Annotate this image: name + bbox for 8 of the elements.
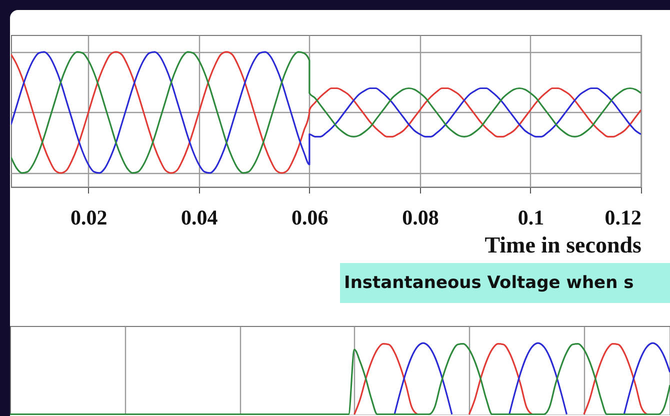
text: Instantaneous Voltage when s bbox=[340, 263, 670, 303]
x-axis-title: Time in seconds bbox=[484, 232, 642, 258]
x-tick-label: 0.02 bbox=[70, 206, 108, 230]
x-tick-label: 0.06 bbox=[292, 206, 328, 230]
x-tick-label: 0.08 bbox=[402, 206, 439, 230]
x-tick-label: 0.12 bbox=[604, 206, 642, 230]
x-tick-label: 0.1 bbox=[518, 206, 544, 230]
x-tick-label: 0.04 bbox=[181, 206, 218, 230]
